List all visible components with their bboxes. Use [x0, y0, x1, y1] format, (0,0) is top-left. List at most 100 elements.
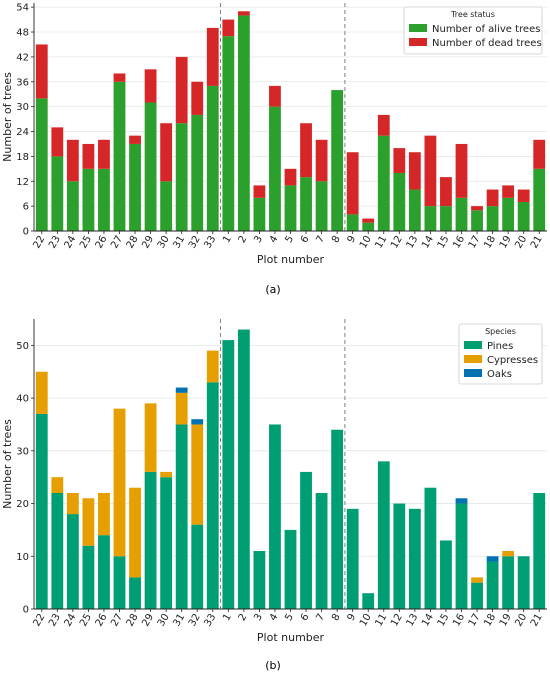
bar-dead-plot-9	[346, 152, 359, 215]
y-tick-label: 0	[23, 605, 29, 616]
bar-cypresses-plot-28	[129, 487, 141, 578]
y-tick-label: 0	[23, 227, 29, 238]
bar-alive-plot-8	[331, 90, 344, 232]
x-tick-label: 1	[221, 234, 234, 245]
bar-pines-plot-12	[393, 503, 406, 609]
x-tick-label: 17	[467, 612, 483, 629]
bar-dead-plot-6	[300, 123, 312, 178]
bar-alive-plot-15	[440, 206, 452, 231]
x-tick-label: 21	[529, 234, 545, 251]
bar-dead-plot-16	[455, 143, 468, 198]
bar-pines-plot-24	[66, 514, 79, 609]
bar-cypresses-plot-32	[191, 424, 204, 525]
y-axis-label: Number of trees	[1, 72, 14, 162]
x-tick-label: 8	[330, 234, 343, 245]
legend-swatch-oaks	[464, 369, 482, 377]
bar-cypresses-plot-22	[35, 371, 48, 414]
bar-pines-plot-15	[440, 540, 452, 609]
x-tick-label: 2	[237, 234, 250, 245]
x-tick-label: 11	[373, 234, 389, 251]
x-tick-label: 15	[436, 234, 452, 251]
bar-oaks-plot-18	[486, 556, 499, 562]
bar-alive-plot-7	[315, 181, 328, 231]
legend-title: Species	[485, 327, 516, 336]
bar-alive-plot-11	[377, 135, 390, 231]
bar-alive-plot-24	[66, 181, 79, 231]
bar-dead-plot-14	[424, 135, 437, 207]
y-tick-label: 12	[16, 177, 29, 188]
bar-pines-plot-30	[160, 477, 173, 609]
legend-box	[403, 6, 543, 55]
bar-dead-plot-28	[129, 135, 141, 144]
bar-alive-plot-3	[253, 197, 266, 231]
x-tick-label: 4	[268, 234, 281, 245]
x-tick-label: 12	[389, 612, 405, 629]
bar-pines-plot-2	[237, 329, 250, 609]
legend-label-pines: Pines	[487, 341, 513, 352]
x-tick-label: 4	[268, 612, 281, 623]
x-tick-label: 10	[358, 234, 374, 251]
bar-dead-plot-18	[486, 189, 499, 207]
x-tick-label: 3	[252, 612, 265, 623]
bar-dead-plot-30	[160, 123, 173, 182]
bar-dead-plot-7	[315, 139, 328, 182]
bar-dead-plot-32	[191, 81, 204, 115]
bar-cypresses-plot-23	[51, 477, 64, 493]
x-axis-label: Plot number	[257, 631, 325, 644]
bar-alive-plot-26	[98, 168, 110, 231]
bar-dead-plot-22	[35, 44, 48, 99]
x-tick-label: 23	[47, 612, 63, 629]
bar-pines-plot-18	[486, 561, 499, 609]
bar-dead-plot-15	[440, 177, 452, 207]
x-tick-label: 31	[171, 234, 187, 251]
x-tick-label: 11	[373, 612, 389, 629]
x-tick-label: 27	[109, 612, 125, 629]
bar-alive-plot-2	[237, 15, 250, 231]
x-tick-label: 9	[346, 234, 359, 245]
panel-b-caption: (b)	[265, 659, 281, 672]
bar-dead-plot-4	[269, 85, 281, 107]
bar-pines-plot-21	[533, 493, 546, 609]
bar-alive-plot-17	[471, 210, 483, 231]
x-tick-label: 16	[451, 612, 467, 629]
x-tick-label: 25	[78, 612, 94, 629]
x-tick-label: 5	[283, 234, 296, 245]
x-tick-label: 21	[529, 612, 545, 629]
bar-alive-plot-33	[206, 85, 219, 231]
bar-pines-plot-31	[175, 424, 188, 609]
bar-oaks-plot-32	[191, 419, 204, 425]
bar-dead-plot-31	[175, 56, 188, 124]
bar-dead-plot-29	[144, 69, 157, 103]
bar-pines-plot-25	[82, 545, 95, 609]
bar-cypresses-plot-25	[82, 498, 95, 546]
x-tick-label: 30	[156, 234, 172, 251]
bar-alive-plot-10	[362, 222, 375, 231]
bar-alive-plot-29	[144, 102, 157, 231]
bar-dead-plot-26	[98, 139, 110, 169]
legend-swatch-alive	[409, 24, 427, 32]
bar-alive-plot-9	[346, 214, 359, 231]
bar-cypresses-plot-19	[502, 551, 515, 557]
bar-alive-plot-27	[113, 81, 126, 231]
y-tick-label: 10	[16, 552, 29, 563]
bar-alive-plot-30	[160, 181, 173, 231]
x-tick-label: 19	[498, 234, 514, 251]
bar-dead-plot-27	[113, 73, 126, 82]
x-tick-label: 29	[140, 612, 156, 629]
legend-label-dead: Number of dead trees	[432, 38, 542, 49]
bar-pines-plot-9	[346, 508, 359, 609]
x-tick-label: 6	[299, 612, 312, 623]
x-tick-label: 33	[202, 234, 218, 251]
bar-alive-plot-19	[502, 197, 515, 231]
bar-dead-plot-23	[51, 127, 64, 157]
bar-dead-plot-24	[66, 139, 79, 182]
bar-cypresses-plot-29	[144, 403, 157, 472]
bar-dead-plot-5	[284, 168, 297, 186]
x-tick-label: 2	[237, 612, 250, 623]
x-tick-label: 26	[94, 234, 110, 251]
bar-dead-plot-11	[377, 114, 390, 136]
y-tick-label: 50	[16, 341, 29, 352]
bar-dead-plot-3	[253, 185, 266, 198]
x-tick-label: 27	[109, 234, 125, 251]
